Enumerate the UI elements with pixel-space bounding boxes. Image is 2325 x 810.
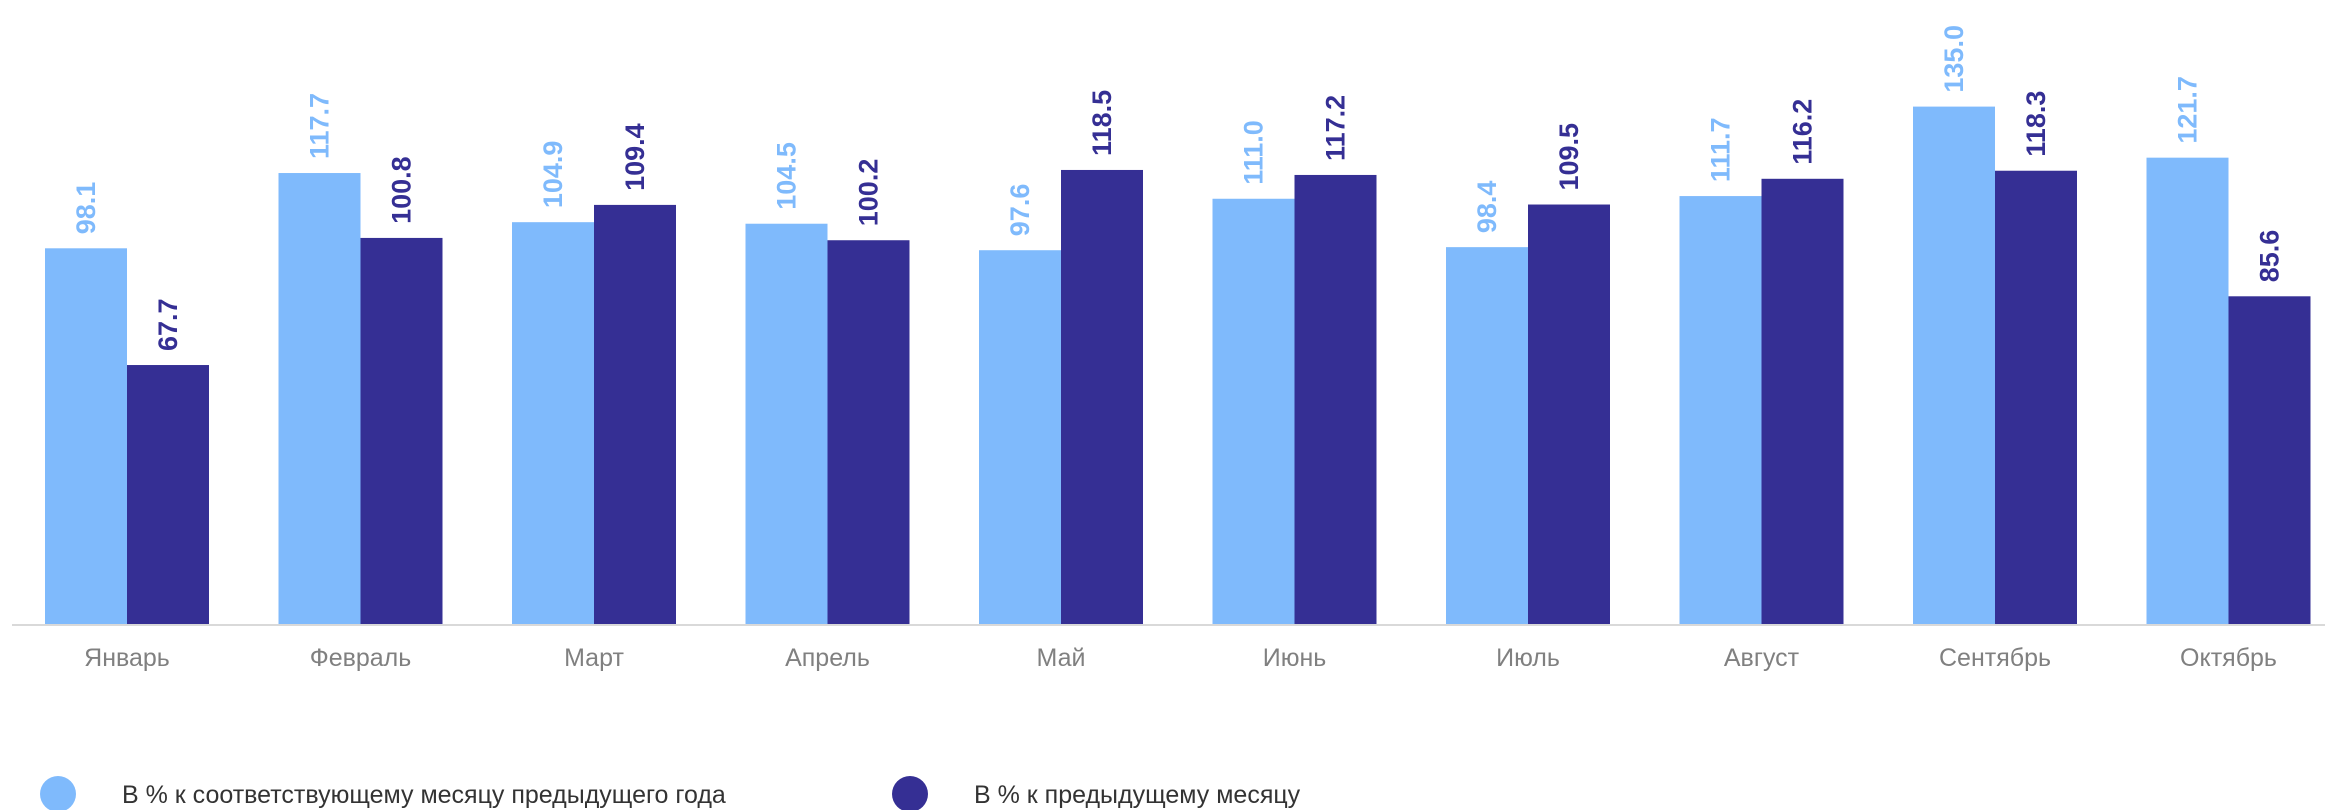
data-label-2-4: 100.2 [854, 159, 884, 227]
legend: В % к соответствующему месяцу предыдущег… [40, 776, 1301, 810]
legend-marker-1 [40, 776, 76, 810]
bar-2-3 [594, 204, 676, 626]
x-tick-label-3: Март [564, 644, 624, 672]
x-tick-label-1: Январь [84, 644, 170, 672]
data-label-1-2: 117.7 [305, 93, 335, 159]
data-labels-layer: 98.1 67.7 117.7 100.8 104.9 109.4 104.5 100.2 97… [71, 25, 2285, 351]
data-label-1-10: 121.7 [2173, 76, 2203, 144]
bar-1-3 [512, 222, 594, 625]
x-tick-label-4: Апрель [785, 644, 870, 672]
bar-1-1 [45, 248, 127, 625]
data-label-2-3: 109.4 [620, 123, 650, 191]
bar-1-10 [2146, 157, 2229, 625]
data-label-1-6: 111.0 [1239, 120, 1269, 185]
data-label-1-3: 104.9 [538, 141, 568, 209]
bar-2-7 [1528, 204, 1610, 625]
legend-marker-2 [892, 776, 928, 810]
bar-2-2 [360, 237, 443, 626]
bar-1-4 [745, 223, 828, 625]
data-label-2-5: 118.5 [1087, 90, 1117, 156]
data-label-2-2: 100.8 [387, 156, 417, 224]
bar-1-7 [1446, 247, 1528, 626]
bar-1-9 [1913, 106, 1995, 626]
bar-2-4 [827, 240, 910, 625]
data-label-1-7: 98.4 [1472, 181, 1502, 234]
x-tick-label-10: Октябрь [2180, 644, 2277, 672]
data-label-2-8: 116.2 [1788, 99, 1818, 165]
data-label-1-8: 111.7 [1706, 117, 1736, 182]
bar-2-8 [1761, 178, 1844, 626]
bar-2-5 [1061, 169, 1143, 625]
data-label-1-5: 97.6 [1005, 184, 1035, 237]
data-label-2-9: 118.3 [2021, 91, 2051, 157]
legend-label-2: В % к предыдущему месяцу [974, 781, 1301, 809]
bar-2-6 [1294, 174, 1377, 625]
data-label-2-6: 117.2 [1321, 95, 1351, 161]
x-tick-label-8: Август [1724, 644, 1800, 672]
bar-1-8 [1679, 196, 1762, 625]
data-label-1-4: 104.5 [772, 142, 802, 210]
bar-2-10 [2228, 296, 2311, 625]
x-tick-label-7: Июль [1496, 644, 1560, 672]
data-label-1-9: 135.0 [1939, 25, 1969, 93]
data-label-2-1: 67.7 [153, 298, 183, 351]
x-tick-label-9: Сентябрь [1939, 644, 2051, 672]
x-tick-labels: Январь Февраль Март Апрель Май Июнь Июль Август… [84, 644, 2277, 672]
bar-2-1 [127, 365, 209, 625]
x-tick-label-2: Февраль [310, 644, 412, 672]
x-tick-label-5: Май [1037, 644, 1086, 672]
bars-layer [45, 106, 2311, 626]
x-tick-label-6: Июнь [1263, 644, 1327, 672]
data-label-1-1: 98.1 [71, 182, 101, 235]
bar-1-6 [1212, 198, 1295, 625]
data-label-2-7: 109.5 [1554, 123, 1584, 191]
bar-1-5 [979, 250, 1061, 625]
data-label-2-10: 85.6 [2255, 230, 2285, 283]
legend-label-1: В % к соответствующему месяцу предыдущег… [122, 781, 726, 809]
bar-1-2 [278, 173, 361, 626]
bar-2-9 [1995, 170, 2077, 625]
